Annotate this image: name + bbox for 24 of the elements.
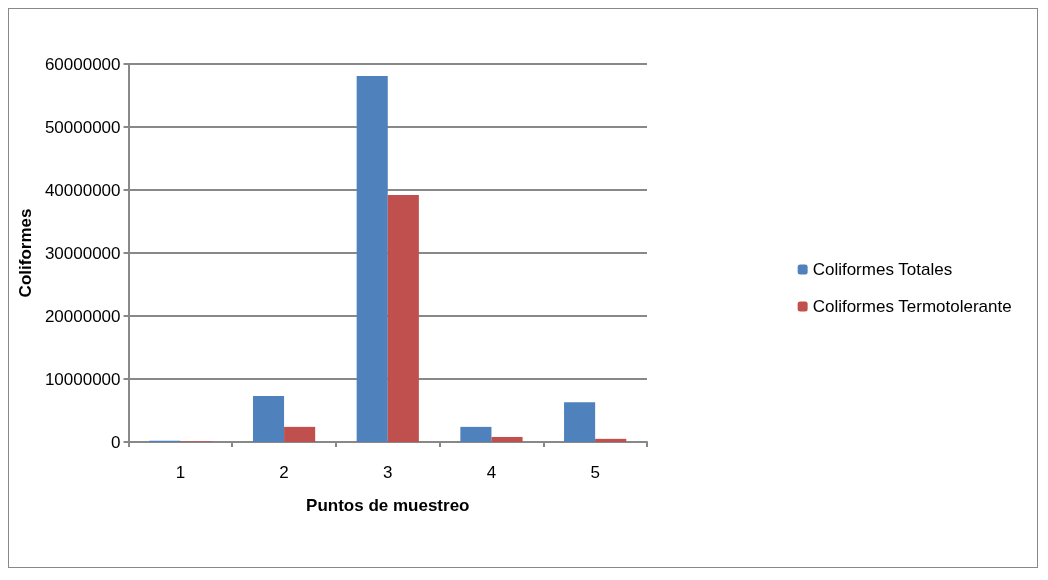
x-tick-label: 5: [590, 463, 600, 482]
bar: [387, 195, 419, 442]
y-tick-label: 20000000: [44, 306, 121, 326]
bar: [564, 402, 596, 442]
y-tick-label: 0: [111, 432, 121, 452]
x-tick-label: 3: [383, 463, 393, 482]
x-tick-label: 1: [175, 463, 186, 482]
legend-label: Coliformes Termotolerante: [812, 297, 1012, 316]
bar: [460, 426, 492, 442]
bar: [284, 426, 316, 442]
bar: [356, 75, 388, 442]
x-axis-title: Puntos de muestreo: [306, 496, 470, 515]
y-tick-label: 40000000: [44, 180, 121, 200]
y-axis-title: Coliformes: [16, 208, 35, 298]
bar: [252, 396, 285, 442]
x-tick-label: 2: [279, 463, 289, 482]
y-tick-label: 50000000: [44, 117, 121, 137]
x-tick-label: 4: [486, 463, 497, 482]
y-tick-label: 30000000: [44, 243, 121, 263]
bar: [595, 438, 627, 442]
bar: [491, 436, 523, 442]
y-tick-label: 60000000: [44, 54, 121, 74]
y-tick-label: 10000000: [44, 369, 121, 389]
legend-label: Coliformes Totales: [812, 260, 953, 279]
